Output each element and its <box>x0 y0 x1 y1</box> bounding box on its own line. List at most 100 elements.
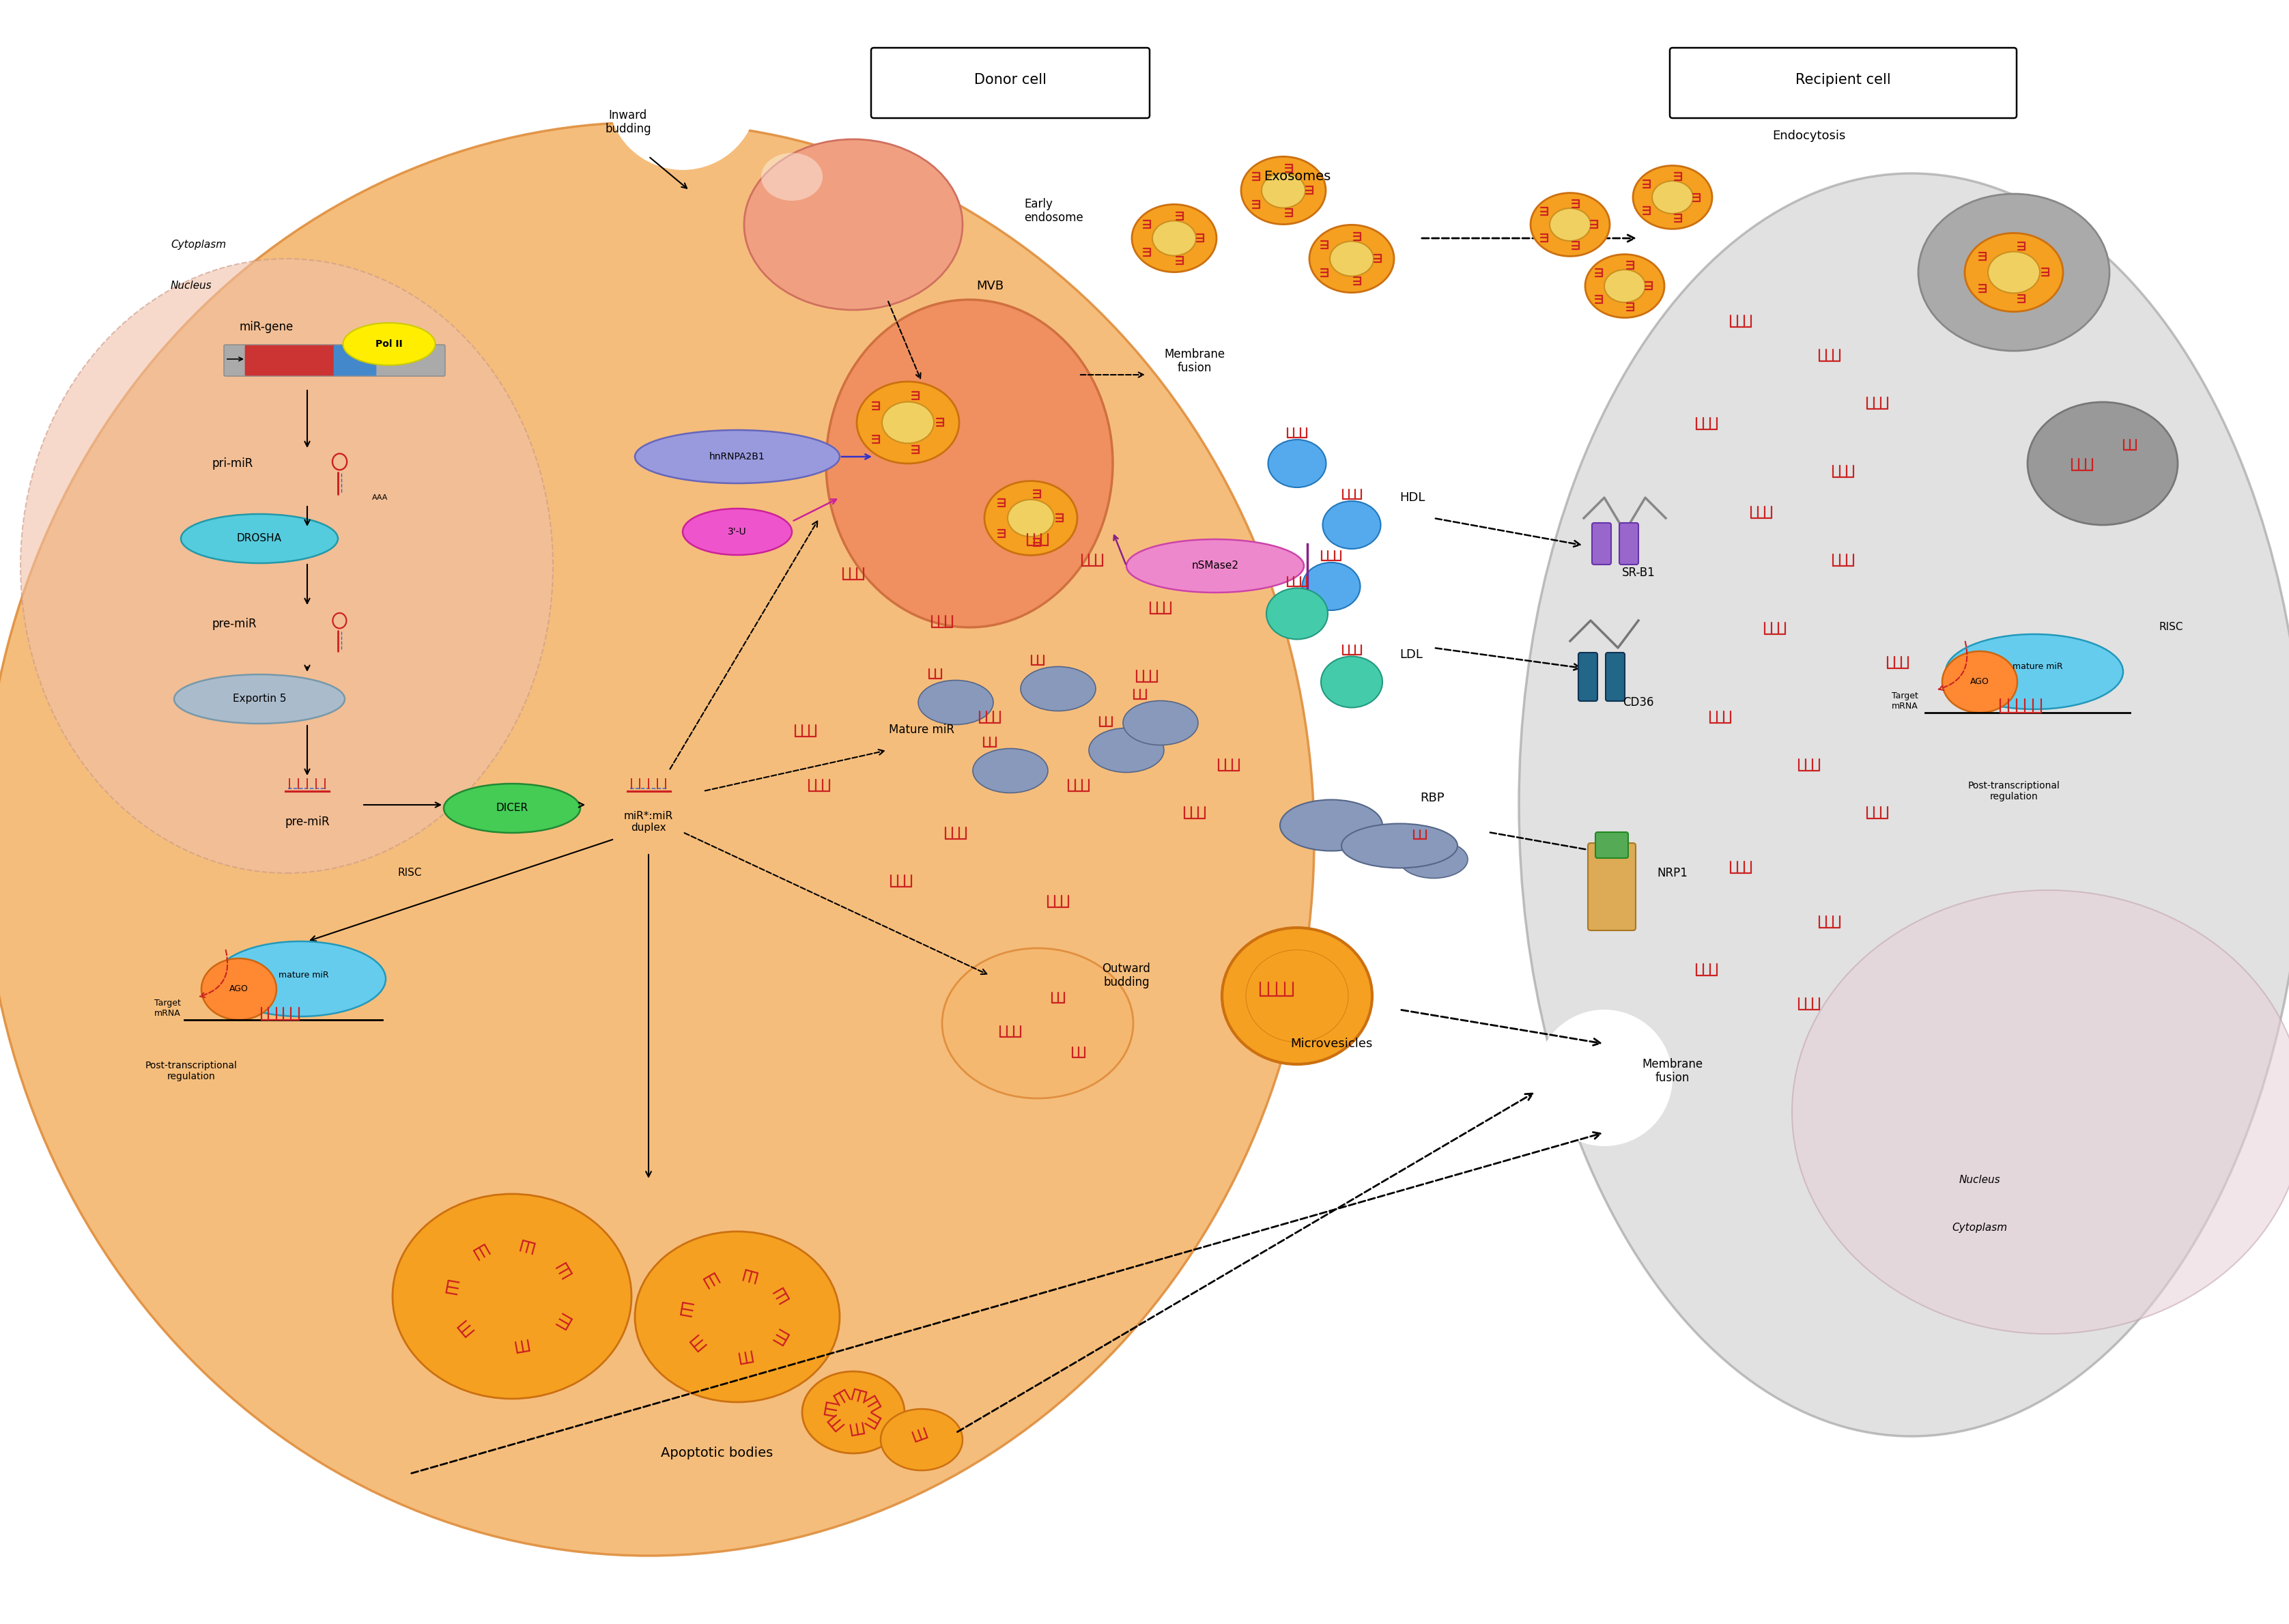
Text: Recipient cell: Recipient cell <box>1795 73 1891 86</box>
Ellipse shape <box>1261 174 1305 208</box>
Ellipse shape <box>1330 242 1373 276</box>
Ellipse shape <box>1632 166 1712 229</box>
Ellipse shape <box>1964 234 2062 312</box>
Ellipse shape <box>1586 255 1664 318</box>
Ellipse shape <box>1918 193 2110 351</box>
Ellipse shape <box>856 382 959 463</box>
Text: RISC: RISC <box>2159 622 2184 632</box>
Ellipse shape <box>1268 440 1325 487</box>
Ellipse shape <box>881 401 934 443</box>
Text: mature miR: mature miR <box>279 971 330 979</box>
Ellipse shape <box>918 680 993 724</box>
Text: Nucleus: Nucleus <box>172 281 213 291</box>
Text: miR*:miR
duplex: miR*:miR duplex <box>625 810 673 833</box>
Text: 3'-U: 3'-U <box>728 528 746 536</box>
Ellipse shape <box>1245 950 1348 1043</box>
Ellipse shape <box>21 258 554 874</box>
Ellipse shape <box>1124 700 1197 745</box>
Text: Target
mRNA: Target mRNA <box>153 999 181 1018</box>
Ellipse shape <box>1941 651 2017 713</box>
Text: miR-gene: miR-gene <box>238 322 293 333</box>
Text: Post-transcriptional
regulation: Post-transcriptional regulation <box>1969 781 2060 802</box>
Text: LDL: LDL <box>1399 648 1421 661</box>
Text: Exosomes: Exosomes <box>1264 171 1330 184</box>
Ellipse shape <box>634 430 840 484</box>
FancyBboxPatch shape <box>1579 653 1598 702</box>
Ellipse shape <box>826 300 1112 627</box>
Text: Exportin 5: Exportin 5 <box>233 693 286 705</box>
FancyBboxPatch shape <box>245 346 334 375</box>
FancyBboxPatch shape <box>1618 523 1639 565</box>
FancyBboxPatch shape <box>334 346 375 375</box>
FancyBboxPatch shape <box>1589 843 1637 931</box>
Text: NRP1: NRP1 <box>1657 867 1687 879</box>
Ellipse shape <box>1222 927 1371 1064</box>
Ellipse shape <box>1007 500 1053 536</box>
Ellipse shape <box>984 481 1078 555</box>
Ellipse shape <box>1653 180 1694 214</box>
FancyBboxPatch shape <box>1605 653 1625 702</box>
Ellipse shape <box>1550 208 1591 240</box>
Ellipse shape <box>881 1410 964 1470</box>
Ellipse shape <box>1266 588 1328 640</box>
Text: Microvesicles: Microvesicles <box>1291 1038 1373 1049</box>
Text: Membrane
fusion: Membrane fusion <box>1641 1057 1703 1085</box>
Text: Target
mRNA: Target mRNA <box>1891 692 1918 711</box>
Ellipse shape <box>444 784 581 833</box>
Ellipse shape <box>1605 270 1646 302</box>
Ellipse shape <box>973 749 1048 793</box>
Ellipse shape <box>201 958 277 1020</box>
Text: mature miR: mature miR <box>2012 663 2062 671</box>
Ellipse shape <box>1241 156 1325 224</box>
FancyBboxPatch shape <box>224 344 444 377</box>
Ellipse shape <box>1131 205 1215 273</box>
Text: HDL: HDL <box>1399 492 1426 503</box>
Ellipse shape <box>1021 666 1096 711</box>
Text: Cytoplasm: Cytoplasm <box>1953 1223 2007 1233</box>
Ellipse shape <box>174 674 346 724</box>
Ellipse shape <box>1531 193 1609 257</box>
Text: RBP: RBP <box>1419 793 1444 804</box>
FancyBboxPatch shape <box>872 47 1149 119</box>
Text: CD36: CD36 <box>1623 697 1655 708</box>
Ellipse shape <box>0 122 1314 1556</box>
Ellipse shape <box>1126 539 1305 593</box>
Text: Apoptotic bodies: Apoptotic bodies <box>662 1447 774 1460</box>
Text: hnRNPA2B1: hnRNPA2B1 <box>710 451 765 461</box>
Ellipse shape <box>943 948 1133 1098</box>
Text: RISC: RISC <box>398 867 421 879</box>
Text: Mature miR: Mature miR <box>888 724 955 736</box>
Text: Early
endosome: Early endosome <box>1023 198 1083 224</box>
Text: Pol II: Pol II <box>375 339 403 349</box>
Text: pri-miR: pri-miR <box>211 458 252 469</box>
Ellipse shape <box>1302 562 1360 611</box>
Text: DICER: DICER <box>497 804 529 814</box>
Ellipse shape <box>181 515 339 564</box>
Ellipse shape <box>1520 174 2289 1436</box>
Ellipse shape <box>607 19 758 171</box>
Ellipse shape <box>634 1231 840 1402</box>
Text: Donor cell: Donor cell <box>975 73 1046 86</box>
Ellipse shape <box>1309 224 1394 292</box>
Text: DROSHA: DROSHA <box>236 533 282 544</box>
Text: Post-transcriptional
regulation: Post-transcriptional regulation <box>144 1060 238 1082</box>
Ellipse shape <box>1151 221 1197 255</box>
Ellipse shape <box>1321 656 1383 708</box>
FancyBboxPatch shape <box>1595 831 1627 857</box>
Text: MVB: MVB <box>975 279 1003 292</box>
Text: pre-miR: pre-miR <box>211 617 256 630</box>
Text: pre-miR: pre-miR <box>284 815 330 828</box>
Ellipse shape <box>1987 252 2039 292</box>
Ellipse shape <box>1341 823 1458 867</box>
FancyBboxPatch shape <box>1669 47 2017 119</box>
Ellipse shape <box>744 140 964 310</box>
Ellipse shape <box>1280 799 1383 851</box>
Ellipse shape <box>1323 502 1380 549</box>
Ellipse shape <box>1536 1010 1673 1147</box>
Text: AGO: AGO <box>1971 677 1989 687</box>
Text: AGO: AGO <box>229 984 250 994</box>
Ellipse shape <box>1090 728 1163 773</box>
Ellipse shape <box>391 1194 632 1398</box>
FancyBboxPatch shape <box>1591 523 1611 565</box>
Ellipse shape <box>682 508 792 555</box>
